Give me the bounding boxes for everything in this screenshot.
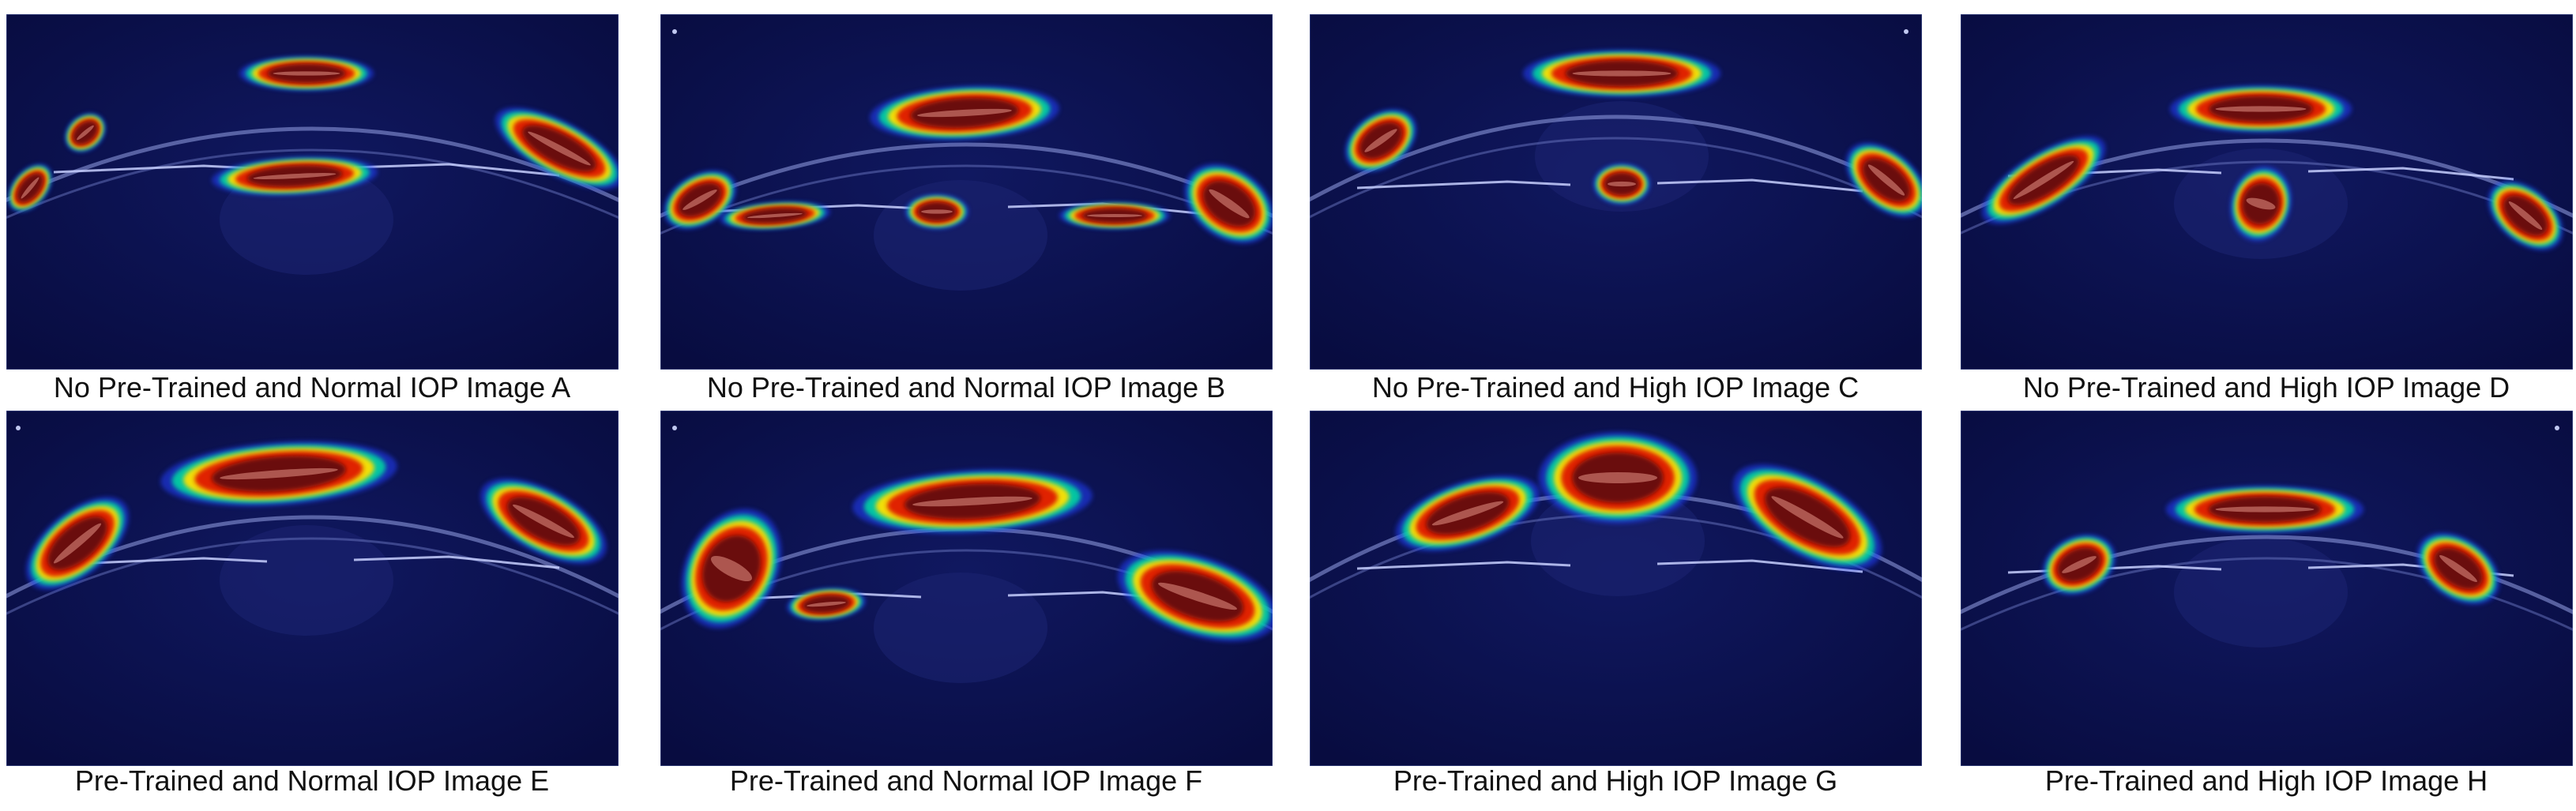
heatmap-panel-b [660,14,1273,370]
heat-region-c-2 [1344,109,1417,172]
heatmap-panel-f [660,411,1273,766]
marker-dot [672,426,677,430]
heatmap-image-d [1961,14,2573,370]
heat-region-e-2 [25,497,130,590]
caption-a: No Pre-Trained and Normal IOP Image A [53,371,571,404]
iris-line [53,555,560,569]
heat-region-c-1 [1523,50,1720,97]
caption-e: Pre-Trained and Normal IOP Image E [74,764,550,797]
cornea-inner-arc [1310,137,1922,219]
heatmap-panel-h [1961,411,2573,766]
heat-region-f-4 [1117,550,1273,642]
cornea-inner-arc [6,148,619,220]
heatmap-image-c [1310,14,1922,370]
heat-region-a-1 [239,56,374,91]
lens-shadow [874,180,1047,291]
marker-dot [1904,29,1908,34]
heat-region-f-3 [787,588,866,621]
heat-region-b-6 [1059,202,1170,229]
heat-region-f-1 [852,469,1092,534]
heat-region-g-3 [1732,464,1882,570]
heat-region-h-3 [2416,532,2500,605]
heat-region-e-1 [160,441,397,507]
heat-region-h-2 [2042,534,2116,595]
heat-region-a-5 [495,107,619,190]
lens-shadow [220,525,393,636]
heat-region-d-1 [2170,85,2352,133]
heat-region-b-5 [905,194,968,229]
heatmap-image-f [660,411,1273,766]
caption-h: Pre-Trained and High IOP Image H [2044,764,2488,797]
marker-dot [16,426,21,430]
heat-region-a-3 [65,113,106,152]
caption-d: No Pre-Trained and High IOP Image D [2022,371,2510,404]
lens-shadow [2174,537,2348,648]
heat-region-b-4 [720,201,830,230]
heat-region-g-1 [1539,432,1697,524]
caption-b: No Pre-Trained and Normal IOP Image B [706,371,1226,404]
heat-region-d-3 [2230,166,2292,242]
heat-region-h-1 [2166,486,2364,533]
heat-region-c-3 [1593,163,1650,205]
heatmap-image-e [6,411,619,766]
heatmap-panel-g [1310,411,1922,766]
heatmap-panel-a [6,14,619,370]
heat-region-c-4 [1845,142,1922,218]
heatmap-panel-e [6,411,619,766]
heat-region-a-4 [7,163,53,212]
iris-line [1356,559,1863,573]
heat-region-g-2 [1395,475,1540,552]
heat-region-b-2 [663,170,737,230]
cornea-inner-arc [6,537,619,615]
heatmap-image-a [6,14,619,370]
heat-region-e-3 [480,478,607,565]
heatmap-image-b [660,14,1273,370]
heatmap-panel-d [1961,14,2573,370]
caption-g: Pre-Trained and High IOP Image G [1393,764,1838,797]
cornea-outer-arc [6,126,619,203]
heatmap-panel-c [1310,14,1922,370]
marker-dot [672,29,677,34]
heatmap-image-h [1961,411,2573,766]
heat-region-d-4 [2488,181,2563,250]
heat-region-b-3 [1184,163,1273,244]
heat-region-f-2 [681,509,782,629]
caption-c: No Pre-Trained and High IOP Image C [1371,371,1860,404]
heatmap-image-g [1310,411,1922,766]
iris-line [1356,178,1863,193]
lens-shadow [874,573,1047,683]
marker-dot [2555,426,2559,430]
heat-region-b-1 [870,85,1059,141]
heat-region-a-2 [212,156,378,196]
caption-f: Pre-Trained and Normal IOP Image F [729,764,1203,797]
heat-region-d-2 [1981,136,2106,224]
